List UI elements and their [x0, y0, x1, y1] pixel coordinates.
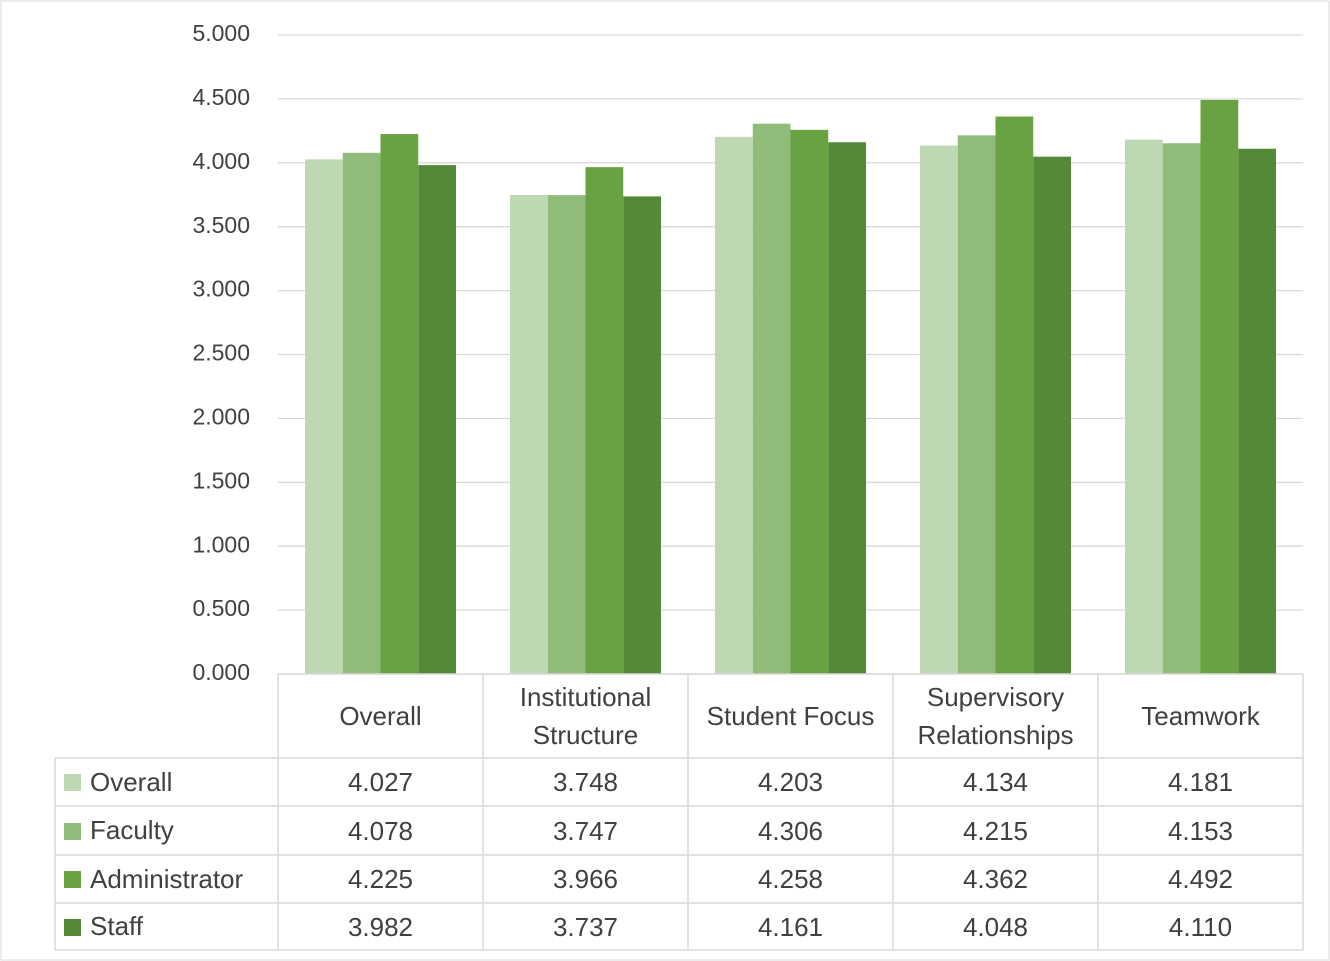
x-tick-label: Institutional Structure [519, 682, 652, 750]
y-tick-label: 0.500 [192, 595, 250, 621]
bar [1033, 156, 1071, 675]
data-label: 3.982 [347, 911, 414, 942]
legend-label: Faculty [90, 815, 174, 845]
legend-key [64, 918, 81, 936]
legend-key [64, 822, 81, 840]
y-tick-label: 0.000 [192, 659, 250, 685]
bar [715, 136, 753, 675]
y-tick-label: 3.000 [192, 276, 250, 302]
data-label: 4.362 [962, 864, 1029, 894]
bar [1238, 148, 1276, 674]
data-label: 4.161 [757, 911, 824, 942]
bar [342, 152, 381, 674]
bar [752, 123, 791, 675]
bar [1162, 143, 1201, 675]
bar [305, 159, 343, 675]
y-tick-label: 5.000 [192, 20, 250, 46]
data-label: 4.492 [1167, 864, 1234, 894]
y-tick-label: 3.500 [192, 212, 250, 238]
bar [623, 196, 661, 674]
y-tick-label: 4.000 [192, 148, 250, 174]
data-label: 4.134 [962, 767, 1029, 797]
legend-label: Overall [90, 766, 173, 797]
bar [510, 195, 548, 674]
bar [585, 167, 624, 674]
bar [790, 129, 829, 674]
y-tick-label: 2.500 [192, 340, 250, 366]
x-tick-label: Overall [339, 701, 422, 731]
x-tick-label: Supervisory Relationships [917, 682, 1074, 750]
bar [418, 165, 456, 674]
y-tick-label: 4.500 [192, 84, 250, 110]
data-label: 4.203 [757, 767, 824, 797]
data-label: 3.966 [552, 864, 619, 894]
x-tick-label: Student Focus [706, 701, 875, 731]
data-label: 3.748 [552, 767, 619, 797]
data-label: 4.258 [757, 864, 824, 894]
bar [920, 145, 958, 674]
legend-key [64, 871, 81, 888]
x-tick-label: Teamwork [1141, 701, 1260, 731]
legend-label: Administrator [90, 863, 244, 894]
data-label: 4.027 [347, 767, 414, 797]
legend-key [64, 774, 81, 791]
data-label: 4.110 [1168, 911, 1233, 942]
y-tick-label: 1.500 [192, 467, 250, 493]
data-label: 4.215 [962, 815, 1029, 846]
bar [1200, 99, 1239, 674]
data-label: 4.225 [347, 864, 414, 894]
data-label: 4.048 [962, 911, 1029, 942]
data-label: 4.153 [1167, 815, 1234, 846]
bar [995, 116, 1034, 675]
bar [380, 134, 419, 675]
bar [828, 142, 866, 675]
bar [1125, 139, 1163, 674]
y-tick-label: 1.000 [192, 531, 250, 557]
bar [547, 195, 586, 674]
data-label: 3.737 [552, 911, 619, 942]
legend-label: Staff [90, 911, 144, 941]
data-label: 4.306 [757, 815, 824, 846]
data-label: 4.078 [347, 815, 414, 846]
y-tick-label: 2.000 [192, 403, 250, 429]
data-label: 4.181 [1167, 767, 1234, 797]
data-label: 3.747 [552, 815, 619, 846]
bar [957, 135, 996, 674]
